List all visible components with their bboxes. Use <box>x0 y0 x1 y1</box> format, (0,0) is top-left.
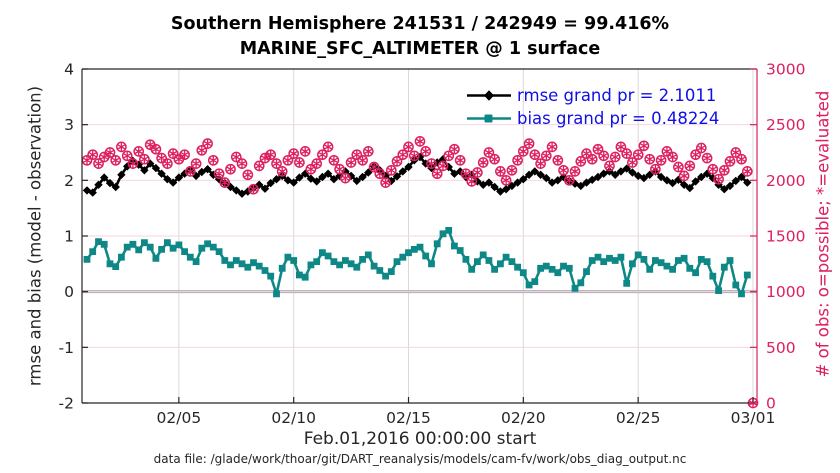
y-left-tick-label: 1 <box>64 228 74 246</box>
x-tick-label: 02/25 <box>616 409 661 427</box>
y-tick-labels-left: -2 -1 0 1 2 3 4 <box>59 61 74 413</box>
y-left-tick-label: -1 <box>59 339 74 357</box>
x-tick-label: 03/01 <box>731 409 776 427</box>
y-right-tick-label: 1000 <box>766 283 805 301</box>
legend-item-bias: bias grand pr = 0.48224 <box>466 107 719 129</box>
bias-line-square-icon <box>467 114 511 122</box>
legend: rmse grand pr = 2.1011 bias grand pr = 0… <box>466 84 719 129</box>
y-right-tick-label: 2000 <box>766 172 805 190</box>
y-right-tick-label: 0 <box>766 395 776 413</box>
y-ticks-right <box>750 68 757 404</box>
y-axis-label-left: rmse and bias (model - observation) <box>25 85 45 387</box>
x-axis-label: Feb.01,2016 00:00:00 start <box>303 429 537 449</box>
chart-title-line2: MARINE_SFC_ALTIMETER @ 1 surface <box>239 39 601 59</box>
bias-series <box>83 227 751 298</box>
rmse-line-diamond-icon <box>467 89 511 101</box>
y-right-tick-label: 1500 <box>766 228 805 246</box>
y-right-tick-label: 3000 <box>766 61 805 79</box>
legend-rmse-label: rmse grand pr = 2.1011 <box>517 85 717 105</box>
obs-evaluated-series <box>82 137 758 408</box>
y-left-tick-label: -2 <box>59 395 74 413</box>
y-left-tick-label: 2 <box>64 172 74 190</box>
x-tick-labels: 02/05 02/10 02/15 02/20 02/25 03/01 <box>157 409 776 427</box>
x-tick-label: 02/10 <box>271 409 316 427</box>
y-left-tick-label: 0 <box>64 283 74 301</box>
y-tick-labels-right: 0 500 1000 1500 2000 2500 3000 <box>766 61 805 413</box>
legend-item-rmse: rmse grand pr = 2.1011 <box>466 84 719 106</box>
data-file-caption: data file: /glade/work/thoar/git/DART_re… <box>153 452 687 466</box>
y-right-tick-label: 2500 <box>766 116 805 134</box>
y-axis-label-right: # of obs: o=possible; *=evaluated <box>813 90 833 378</box>
y-left-tick-label: 3 <box>64 116 74 134</box>
x-tick-label: 02/15 <box>386 409 431 427</box>
x-tick-label: 02/05 <box>157 409 202 427</box>
y-ticks-left <box>82 68 88 404</box>
obs-possible-series <box>81 136 759 409</box>
y-right-tick-label: 500 <box>766 339 796 357</box>
legend-bias-label: bias grand pr = 0.48224 <box>517 108 720 128</box>
chart-title-line1: Southern Hemisphere 241531 / 242949 = 99… <box>170 14 670 34</box>
y-left-tick-label: 4 <box>64 61 74 79</box>
x-tick-label: 02/20 <box>501 409 546 427</box>
x-ticks <box>178 397 754 403</box>
